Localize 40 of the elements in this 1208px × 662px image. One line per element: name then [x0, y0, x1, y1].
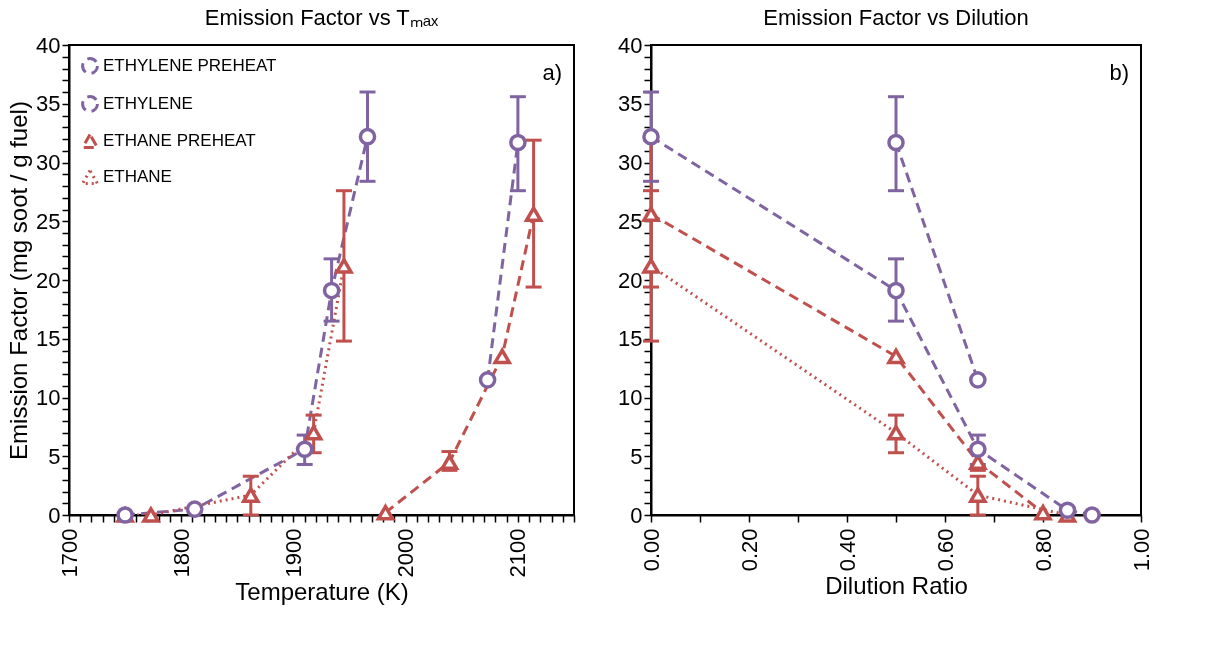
- x-tick-label: 1700: [56, 528, 82, 578]
- y-tick-label: 40: [36, 32, 61, 58]
- y-tick-label: 10: [618, 385, 643, 410]
- y-tick-label: 20: [618, 267, 643, 293]
- x-tick-label: 2100: [505, 528, 531, 578]
- y-axis-title: Emission Factor (mg soot / g fuel): [5, 101, 33, 460]
- y-tick-label: 15: [36, 326, 61, 352]
- y-tick-label: 30: [618, 150, 643, 175]
- y-tick-label: 40: [618, 32, 643, 58]
- x-tick-label: 0.20: [736, 528, 762, 572]
- y-tick-label: 25: [618, 208, 643, 234]
- x-tick-label: 0.60: [932, 528, 958, 572]
- legend-label: ETHANE PREHEAT: [103, 131, 256, 150]
- y-tick-label: 15: [618, 326, 643, 352]
- x-tick-label: 1.00: [1128, 528, 1154, 572]
- y-tick-label: 5: [48, 443, 61, 469]
- y-tick-label: 25: [36, 208, 61, 234]
- x-tick-label: 0.00: [638, 528, 664, 572]
- x-tick-label: 0.40: [834, 528, 860, 572]
- x-tick-label: 1900: [280, 528, 306, 578]
- y-tick-label: 35: [36, 91, 61, 117]
- annotation: a): [542, 60, 562, 85]
- y-tick-label: 0: [48, 502, 61, 528]
- y-tick-label: 5: [630, 443, 643, 469]
- annotation: b): [1109, 60, 1129, 85]
- chart-title: Emission Factor vs Tₘₐₓ: [204, 5, 439, 30]
- x-axis-title: Dilution Ratio: [825, 572, 968, 600]
- x-axis-title: Temperature (K): [235, 578, 409, 606]
- chart-title: Emission Factor vs Dilution: [763, 5, 1029, 30]
- y-tick-label: 10: [36, 385, 61, 410]
- x-tick-label: 2000: [393, 528, 419, 578]
- x-tick-label: 0.80: [1030, 528, 1056, 572]
- y-tick-label: 0: [630, 502, 643, 528]
- y-tick-label: 30: [36, 150, 61, 175]
- y-tick-label: 20: [36, 267, 61, 293]
- x-tick-label: 1800: [168, 528, 194, 578]
- legend-label: ETHANE: [103, 167, 172, 186]
- legend-label: ETHYLENE: [103, 94, 193, 113]
- y-tick-label: 35: [618, 91, 643, 117]
- legend-label: ETHYLENE PREHEAT: [103, 56, 277, 75]
